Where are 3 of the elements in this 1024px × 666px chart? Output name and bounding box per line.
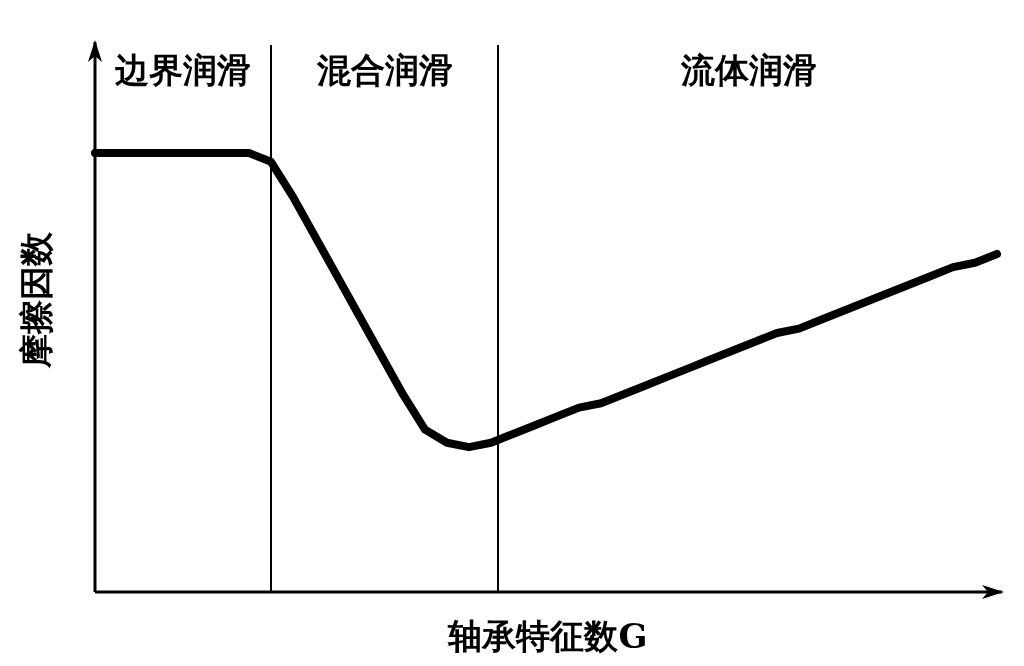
text: 流体润滑 xyxy=(680,50,817,90)
x-axis-title: 轴承特征数G xyxy=(447,616,648,656)
y-axis-title: 摩擦因数 xyxy=(16,231,56,369)
